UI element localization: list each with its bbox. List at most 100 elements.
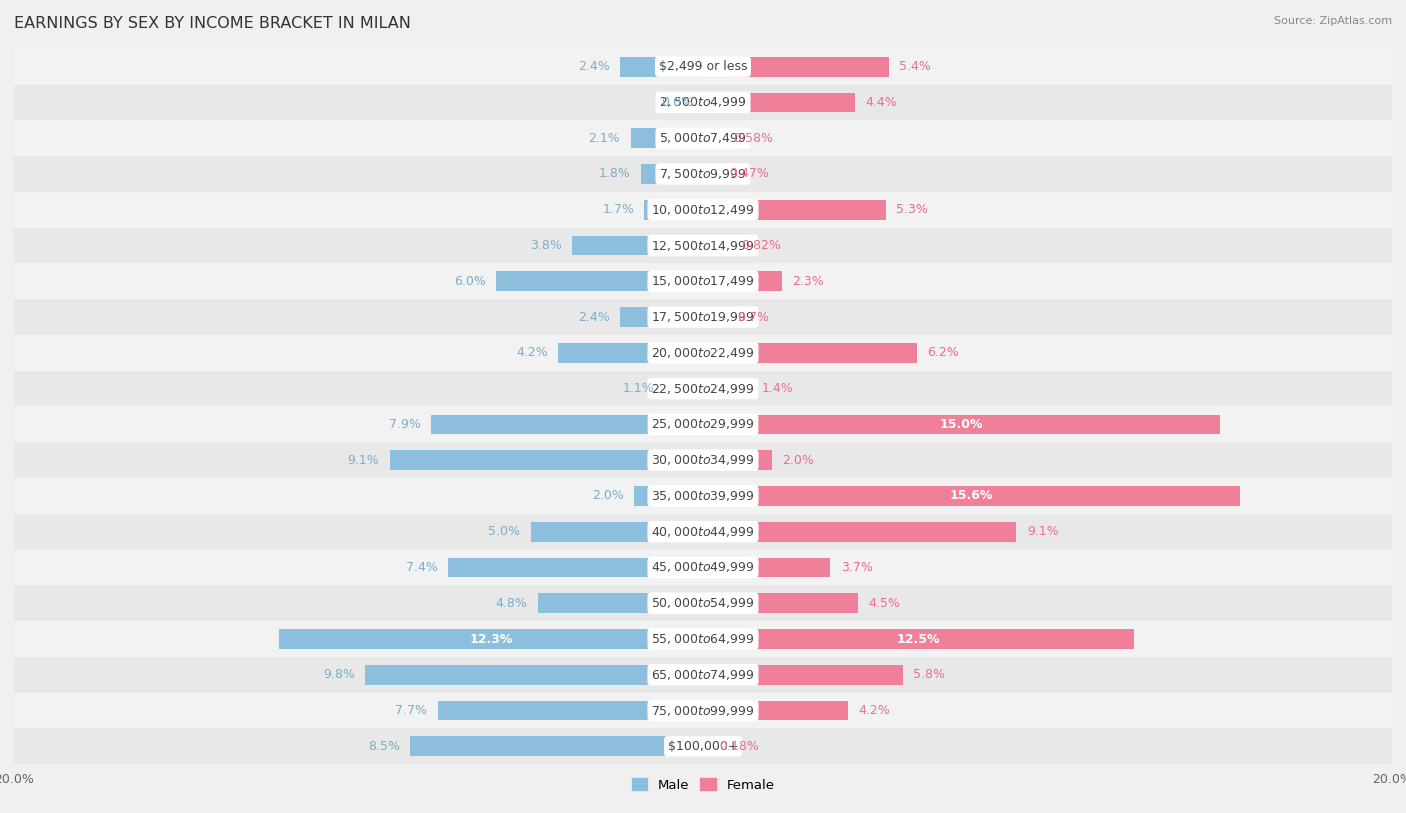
FancyBboxPatch shape bbox=[14, 120, 1392, 156]
Text: $45,000 to $49,999: $45,000 to $49,999 bbox=[651, 560, 755, 575]
FancyBboxPatch shape bbox=[14, 621, 1392, 657]
Text: 4.5%: 4.5% bbox=[869, 597, 900, 610]
FancyBboxPatch shape bbox=[14, 585, 1392, 621]
Text: $30,000 to $34,999: $30,000 to $34,999 bbox=[651, 453, 755, 467]
Bar bbox=[537, 593, 703, 613]
Bar bbox=[703, 379, 751, 398]
Bar bbox=[280, 629, 703, 649]
Text: 4.2%: 4.2% bbox=[516, 346, 548, 359]
Bar bbox=[703, 450, 772, 470]
FancyBboxPatch shape bbox=[14, 156, 1392, 192]
Text: 3.8%: 3.8% bbox=[530, 239, 562, 252]
Text: $12,500 to $14,999: $12,500 to $14,999 bbox=[651, 238, 755, 253]
Bar bbox=[703, 486, 1240, 506]
Legend: Male, Female: Male, Female bbox=[626, 773, 780, 797]
FancyBboxPatch shape bbox=[14, 263, 1392, 299]
Text: 2.4%: 2.4% bbox=[578, 311, 610, 324]
Text: 4.4%: 4.4% bbox=[865, 96, 897, 109]
Bar bbox=[703, 272, 782, 291]
Text: 7.7%: 7.7% bbox=[395, 704, 427, 717]
Text: $75,000 to $99,999: $75,000 to $99,999 bbox=[651, 703, 755, 718]
Text: 0.7%: 0.7% bbox=[738, 311, 769, 324]
Text: 6.0%: 6.0% bbox=[454, 275, 486, 288]
Bar bbox=[620, 307, 703, 327]
Text: 12.5%: 12.5% bbox=[897, 633, 941, 646]
Text: 0.47%: 0.47% bbox=[730, 167, 769, 180]
Text: $22,500 to $24,999: $22,500 to $24,999 bbox=[651, 381, 755, 396]
Bar bbox=[703, 665, 903, 685]
Text: 5.3%: 5.3% bbox=[896, 203, 928, 216]
Text: 0.82%: 0.82% bbox=[741, 239, 782, 252]
Text: 1.4%: 1.4% bbox=[762, 382, 793, 395]
Text: 15.0%: 15.0% bbox=[939, 418, 983, 431]
Text: 0.18%: 0.18% bbox=[720, 740, 759, 753]
Bar bbox=[703, 164, 720, 184]
Text: 2.3%: 2.3% bbox=[793, 275, 824, 288]
FancyBboxPatch shape bbox=[14, 85, 1392, 120]
Text: $35,000 to $39,999: $35,000 to $39,999 bbox=[651, 489, 755, 503]
Bar bbox=[703, 558, 831, 577]
Text: 5.8%: 5.8% bbox=[912, 668, 945, 681]
Bar bbox=[496, 272, 703, 291]
FancyBboxPatch shape bbox=[14, 728, 1392, 764]
Text: 9.1%: 9.1% bbox=[347, 454, 380, 467]
FancyBboxPatch shape bbox=[14, 192, 1392, 228]
Text: 12.3%: 12.3% bbox=[470, 633, 513, 646]
Text: 5.0%: 5.0% bbox=[488, 525, 520, 538]
Text: 1.7%: 1.7% bbox=[602, 203, 634, 216]
Bar bbox=[665, 379, 703, 398]
Text: 0.0%: 0.0% bbox=[661, 96, 693, 109]
Text: $2,500 to $4,999: $2,500 to $4,999 bbox=[659, 95, 747, 110]
Text: $25,000 to $29,999: $25,000 to $29,999 bbox=[651, 417, 755, 432]
Text: 0.58%: 0.58% bbox=[734, 132, 773, 145]
Bar bbox=[558, 343, 703, 363]
FancyBboxPatch shape bbox=[14, 299, 1392, 335]
Bar bbox=[703, 522, 1017, 541]
Bar bbox=[572, 236, 703, 255]
Text: 2.4%: 2.4% bbox=[578, 60, 610, 73]
Text: $17,500 to $19,999: $17,500 to $19,999 bbox=[651, 310, 755, 324]
Bar bbox=[703, 415, 1219, 434]
FancyBboxPatch shape bbox=[14, 478, 1392, 514]
Bar bbox=[644, 200, 703, 220]
Bar bbox=[631, 128, 703, 148]
FancyBboxPatch shape bbox=[14, 693, 1392, 728]
FancyBboxPatch shape bbox=[14, 406, 1392, 442]
Text: 3.7%: 3.7% bbox=[841, 561, 873, 574]
Text: 2.0%: 2.0% bbox=[782, 454, 814, 467]
Text: $7,500 to $9,999: $7,500 to $9,999 bbox=[659, 167, 747, 181]
Bar bbox=[634, 486, 703, 506]
Text: $5,000 to $7,499: $5,000 to $7,499 bbox=[659, 131, 747, 146]
Text: 1.8%: 1.8% bbox=[599, 167, 631, 180]
Text: 4.8%: 4.8% bbox=[495, 597, 527, 610]
Bar bbox=[703, 307, 727, 327]
Bar bbox=[641, 164, 703, 184]
Text: 2.1%: 2.1% bbox=[589, 132, 620, 145]
FancyBboxPatch shape bbox=[14, 657, 1392, 693]
FancyBboxPatch shape bbox=[14, 335, 1392, 371]
Bar bbox=[703, 57, 889, 76]
Text: EARNINGS BY SEX BY INCOME BRACKET IN MILAN: EARNINGS BY SEX BY INCOME BRACKET IN MIL… bbox=[14, 16, 411, 31]
Bar bbox=[703, 701, 848, 720]
FancyBboxPatch shape bbox=[14, 550, 1392, 585]
Bar bbox=[437, 701, 703, 720]
Bar bbox=[703, 93, 855, 112]
Text: 8.5%: 8.5% bbox=[368, 740, 399, 753]
Text: 7.4%: 7.4% bbox=[406, 561, 437, 574]
Text: 9.1%: 9.1% bbox=[1026, 525, 1059, 538]
Bar bbox=[389, 450, 703, 470]
Text: 9.8%: 9.8% bbox=[323, 668, 356, 681]
Text: $20,000 to $22,499: $20,000 to $22,499 bbox=[651, 346, 755, 360]
Text: Source: ZipAtlas.com: Source: ZipAtlas.com bbox=[1274, 16, 1392, 26]
Bar bbox=[449, 558, 703, 577]
Bar bbox=[703, 629, 1133, 649]
Text: $50,000 to $54,999: $50,000 to $54,999 bbox=[651, 596, 755, 611]
Bar bbox=[703, 737, 709, 756]
Text: 4.2%: 4.2% bbox=[858, 704, 890, 717]
FancyBboxPatch shape bbox=[14, 49, 1392, 85]
Bar bbox=[430, 415, 703, 434]
Text: 7.9%: 7.9% bbox=[388, 418, 420, 431]
Text: 15.6%: 15.6% bbox=[950, 489, 994, 502]
Text: $2,499 or less: $2,499 or less bbox=[659, 60, 747, 73]
Bar bbox=[411, 737, 703, 756]
